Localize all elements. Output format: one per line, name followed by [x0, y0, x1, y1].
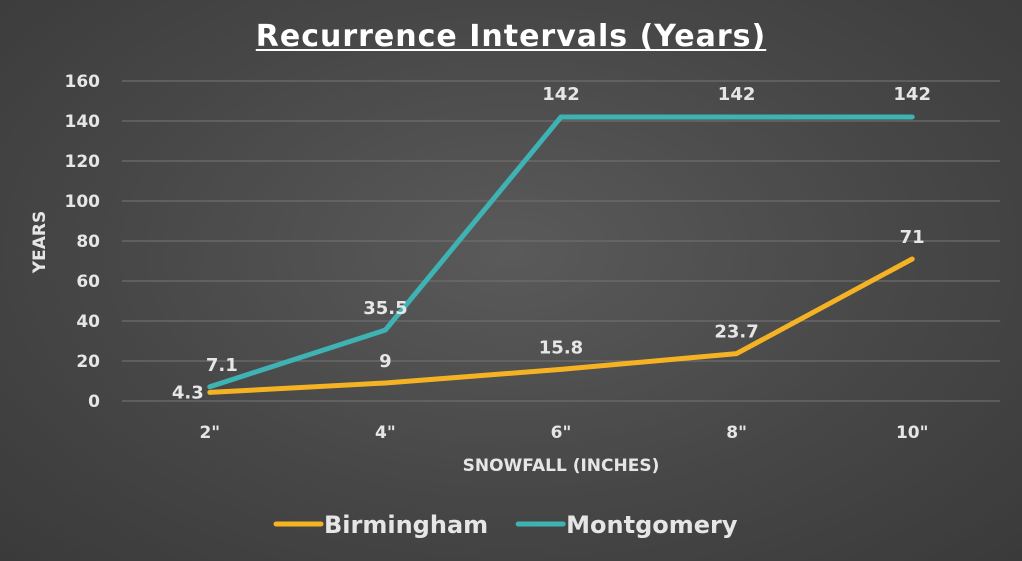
legend-label-montgomery: Montgomery: [566, 511, 738, 539]
data-label-birmingham: 9: [379, 351, 392, 372]
legend-label-birmingham: Birmingham: [324, 511, 488, 539]
data-label-birmingham: 15.8: [539, 337, 583, 358]
gridlines: [122, 80, 1000, 402]
series-line-birmingham: [207, 256, 915, 395]
data-label-birmingham: 71: [900, 227, 925, 248]
y-tick-label: 120: [65, 152, 101, 172]
x-tick-label: 10": [896, 423, 929, 443]
x-tick-label: 8": [726, 423, 747, 443]
data-label-montgomery: 142: [718, 84, 756, 105]
y-tick-label: 20: [76, 352, 100, 372]
y-tick-label: 0: [88, 392, 100, 412]
data-label-montgomery: 142: [893, 84, 931, 105]
data-label-birmingham: 23.7: [714, 322, 758, 343]
series-line-montgomery: [207, 114, 915, 390]
data-label-montgomery: 35.5: [363, 298, 407, 319]
data-label-birmingham: 4.3: [172, 382, 204, 403]
y-tick-label: 160: [65, 72, 101, 92]
x-tick-label: 2": [199, 423, 220, 443]
x-axis-label: SNOWFALL (INCHES): [463, 456, 660, 476]
y-tick-label: 40: [76, 312, 100, 332]
y-tick-label: 100: [65, 192, 101, 212]
data-labels: 4.3 9 15.8 23.7 71 7.1 35.5 142 142 142: [172, 84, 931, 403]
x-tick-label: 6": [551, 423, 572, 443]
series-lines: [207, 114, 915, 395]
data-label-montgomery: 7.1: [206, 355, 238, 376]
x-tick-label: 4": [375, 423, 396, 443]
y-axis-label: YEARS: [30, 211, 50, 274]
x-axis-ticks: 2" 4" 6" 8" 10": [199, 423, 928, 443]
data-label-montgomery: 142: [542, 84, 580, 105]
chart-title: Recurrence Intervals (Years): [256, 19, 766, 54]
y-tick-label: 80: [76, 232, 100, 252]
y-axis-ticks: 0 20 40 60 80 100 120 140 160: [65, 72, 101, 412]
y-tick-label: 60: [76, 272, 100, 292]
y-tick-label: 140: [65, 112, 101, 132]
legend: Birmingham Montgomery: [273, 511, 738, 539]
